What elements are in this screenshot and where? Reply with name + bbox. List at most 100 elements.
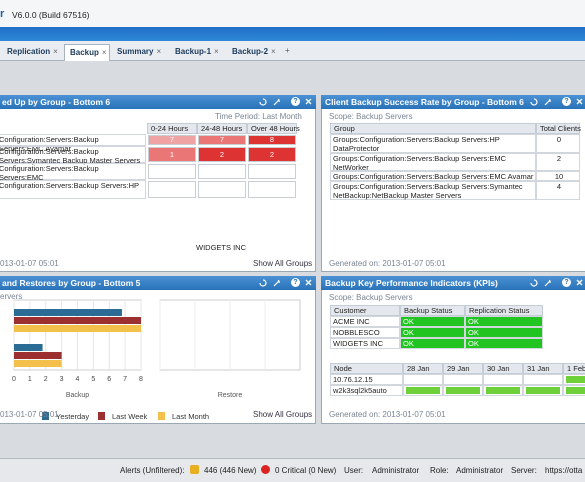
column-header: Group [330,123,536,134]
node-cell [443,385,483,396]
tab[interactable]: Backup-1 × [175,47,219,56]
column-header: 24-48 Hours [197,123,247,134]
legend-swatch [42,412,49,420]
panel-tools[interactable] [529,278,585,288]
time-period: Time Period: Last Month [215,112,302,121]
heat-cell [198,181,246,198]
customer-name: NOBBLESCO [330,327,400,338]
heat-cell: 2 [198,147,246,162]
panel [321,276,585,424]
help-icon[interactable]: ? [291,97,300,106]
group-name: Groups:Configuration:Servers:Backup Serv… [330,153,536,172]
close-icon[interactable] [305,279,312,286]
column-header: Backup Status [400,305,465,316]
x-tick-label: 7 [123,376,127,383]
panel-tools[interactable] [529,97,585,107]
refresh-icon[interactable] [259,98,267,106]
x-tick-label: 4 [76,376,80,383]
status-block [566,376,585,383]
settings-icon[interactable] [544,98,551,106]
status-bar [0,458,585,482]
status-cell: OK [400,316,465,327]
close-icon[interactable] [305,98,312,105]
tab[interactable]: Backup × [64,44,110,61]
help-icon[interactable]: ? [562,97,571,106]
settings-icon[interactable] [273,279,280,287]
legend-label: Yesterday [56,412,89,421]
show-all-groups[interactable]: Show All Groups [253,259,313,268]
refresh-icon[interactable] [530,279,538,287]
panel-header: and Restores by Group - Bottom 5 [0,276,316,290]
column-header: 29 Jan [443,363,483,374]
show-all-groups[interactable]: Show All Groups [253,410,313,419]
bar-chart: 0 1 2 3 4 5 6 7 8 Backup Restore Yesterday Last Week… [12,299,301,421]
heat-cell: 8 [248,135,296,145]
critical-icon [261,465,270,474]
bar [14,309,122,316]
add-tab[interactable]: + [285,46,290,55]
total-clients: 0 [536,134,580,153]
tab-close[interactable]: × [101,48,107,57]
column-header: Replication Status [465,305,543,316]
bar [14,344,43,351]
customer: WIDGETS INC [196,243,246,252]
settings-icon[interactable] [544,279,551,287]
status-text[interactable]: 0 Critical (0 New) [275,466,337,475]
app-name: r [0,8,5,20]
bar [14,360,62,367]
column-header: Customer [330,305,400,316]
node-name: w2k3sql2k5auto [330,385,403,396]
tab-close[interactable]: × [53,47,58,56]
status-block [406,387,440,394]
group-name: Groups:Configuration:Servers:Backup Serv… [330,134,536,153]
group-name: Configuration:Servers:Backup Servers:EMC… [0,134,146,153]
generated: Generated on: 2013-01-07 05:01 [329,410,446,419]
customer-name: ACME INC [330,316,400,327]
scope: ervers [0,292,23,301]
close-icon[interactable] [576,98,583,105]
scope: Scope: Backup Servers [329,293,413,302]
x-tick-label: 3 [60,376,64,383]
legend-label: Last Month [172,412,209,421]
legend-label: Last Week [112,412,148,421]
heat-cell [248,164,296,179]
node-cell [563,374,585,385]
status-text: https://otta [545,466,583,475]
node-cell [403,385,443,396]
status-text: Administrator [372,466,420,475]
tab-close[interactable]: × [156,47,162,56]
legend-swatch [98,412,105,420]
tab[interactable]: Backup-2 × [232,47,276,56]
refresh-icon[interactable] [259,279,267,287]
help-icon[interactable]: ? [562,278,571,287]
status-text[interactable]: 446 (446 New) [204,466,257,475]
x-tick-label: 8 [139,376,143,383]
alert-icon [190,465,199,474]
tab[interactable]: Replication × [7,47,58,56]
panel-tools[interactable] [258,97,314,107]
column-header: 30 Jan [483,363,523,374]
status-block [446,387,480,394]
refresh-icon[interactable] [530,98,538,106]
node-cell [483,374,523,385]
help-icon[interactable]: ? [291,278,300,287]
close-icon[interactable] [576,279,583,286]
heat-cell: 2 [248,147,296,162]
x-tick-label: 6 [107,376,111,383]
group-name: Groups:Configuration:Servers:Backup Serv… [330,181,536,200]
customer-name: WIDGETS INC [330,338,400,349]
status-cell: OK [465,327,543,338]
tab[interactable]: Summary × [117,47,162,56]
heat-cell [198,164,246,179]
settings-icon[interactable] [273,98,280,106]
panel-header: Backup Key Performance Indicators (KPIs) [321,276,585,290]
heat-cell [148,164,196,179]
total-clients: 2 [536,153,580,171]
version: V6.0.0 (Build 67516) [12,10,90,20]
tab-close[interactable]: × [271,47,276,56]
panel-tools[interactable] [258,278,314,288]
tab-close[interactable]: × [214,47,219,56]
heat-cell: 7 [198,135,246,145]
generated: 013-01-07 05:01 [0,259,59,268]
